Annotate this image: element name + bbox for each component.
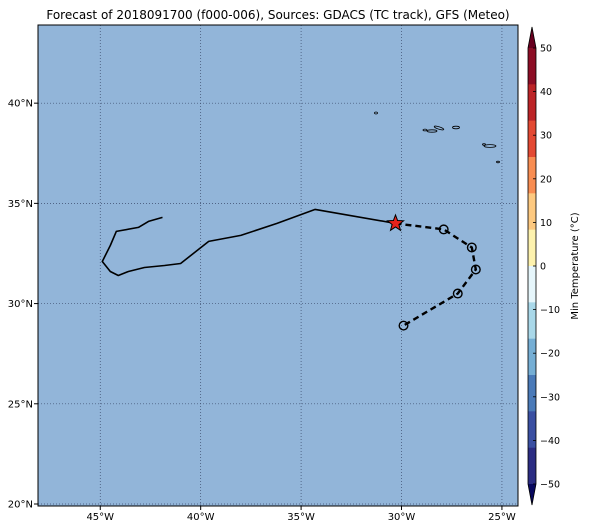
lat-tick-label: 25°N — [8, 399, 33, 410]
colorbar-tick-label: 0 — [540, 262, 546, 273]
colorbar-tick-label: −30 — [540, 392, 560, 403]
colorbar-band — [528, 84, 536, 121]
ocean-area — [38, 25, 518, 506]
colorbar-band — [528, 120, 536, 158]
lat-tick-label: 30°N — [8, 299, 33, 310]
colorbar-band — [528, 411, 536, 448]
colorbar-band — [528, 375, 536, 412]
colorbar-tick-labels: 50 40 30 20 10 0 −10 −20 −30 −40 −50 — [533, 44, 560, 491]
current-position-star-icon — [386, 213, 405, 232]
colorbar-band — [528, 302, 536, 339]
island-outline — [433, 125, 445, 131]
island-outline — [483, 144, 497, 148]
colorbar: 50 40 30 20 10 0 −10 −20 −30 −40 −50 Min Temperatu… — [527, 26, 581, 506]
forecast-point — [398, 320, 409, 331]
colorbar-tick-label: 30 — [540, 131, 552, 142]
island-outline — [422, 128, 428, 132]
colorbar-tick-label: 50 — [540, 44, 552, 55]
forecast-point — [470, 264, 481, 275]
colorbar-band — [528, 193, 536, 230]
lon-tick-label: 30°W — [388, 512, 416, 523]
colorbar-band — [528, 229, 536, 267]
colorbar-tick-label: −50 — [540, 480, 560, 491]
forecast-point — [452, 288, 463, 299]
colorbar-band — [528, 157, 536, 194]
lon-tick-label: 25°W — [488, 512, 516, 523]
lat-tick-label: 40°N — [8, 99, 33, 110]
colorbar-tick-label: −20 — [540, 349, 560, 360]
colorbar-tick-label: 10 — [540, 218, 552, 229]
colorbar-under-triangle — [528, 484, 536, 505]
island-outline — [452, 125, 460, 130]
latitude-tick-labels: 40°N 35°N 30°N 25°N 20°N — [8, 99, 38, 510]
figure-title: Forecast of 2018091700 (f000-006), Sourc… — [46, 8, 509, 22]
colorbar-band — [528, 447, 536, 485]
colorbar-over-triangle — [528, 27, 536, 48]
lon-tick-label: 35°W — [287, 512, 315, 523]
forecast-points — [398, 224, 481, 331]
colorbar-band — [528, 266, 536, 303]
lon-tick-label: 45°W — [86, 512, 114, 523]
past-track-line — [101, 208, 396, 277]
lon-tick-label: 40°W — [187, 512, 215, 523]
forecast-point — [438, 224, 449, 235]
forecast-point — [466, 242, 477, 253]
colorbar-label: Min Temperature (°C) — [570, 212, 581, 319]
island-outlines — [374, 111, 500, 164]
graticule — [38, 25, 518, 506]
map-frame — [37, 24, 519, 507]
colorbar-band — [528, 48, 536, 85]
island-outline — [482, 143, 486, 146]
colorbar-bands — [528, 48, 536, 485]
island-outline — [374, 111, 378, 115]
map-panel: 40°N 35°N 30°N 25°N 20°N 45°W 40°W 35°W 30°W 25°… — [8, 24, 519, 523]
colorbar-tick-label: 20 — [540, 174, 552, 185]
lat-tick-label: 20°N — [8, 499, 33, 510]
colorbar-tick-label: −10 — [540, 305, 560, 316]
lat-tick-label: 35°N — [8, 199, 33, 210]
colorbar-tick-label: −40 — [540, 436, 560, 447]
island-outline — [426, 129, 438, 133]
island-outline — [496, 160, 500, 164]
longitude-tick-labels: 45°W 40°W 35°W 30°W 25°W — [86, 506, 516, 523]
colorbar-band — [528, 338, 536, 376]
forecast-track-line — [395, 222, 478, 327]
colorbar-tick-label: 40 — [540, 87, 552, 98]
